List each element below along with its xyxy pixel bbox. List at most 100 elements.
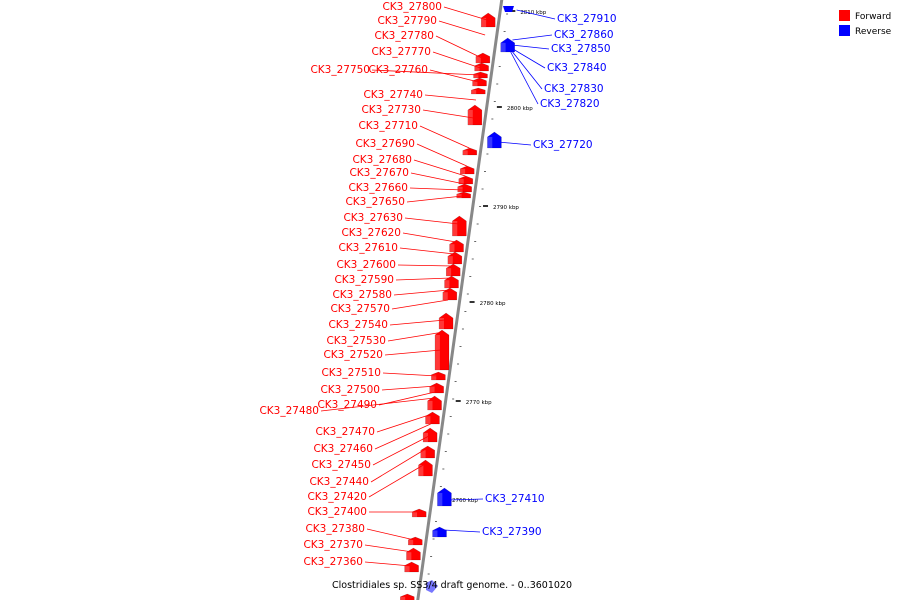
forward-gene-label[interactable]: CK3_27540 <box>328 319 388 331</box>
forward-gene-label[interactable]: CK3_27770 <box>371 46 431 58</box>
forward-gene-block[interactable] <box>462 147 478 156</box>
forward-gene-block[interactable] <box>404 561 419 573</box>
forward-gene-label[interactable]: CK3_27780 <box>374 30 434 42</box>
forward-leader-line <box>366 528 415 541</box>
forward-gene-label[interactable]: CK3_27520 <box>323 349 383 361</box>
forward-leader-line <box>402 232 457 243</box>
forward-leader-line <box>372 435 430 466</box>
forward-gene-block[interactable] <box>431 371 446 381</box>
forward-gene-block[interactable] <box>434 329 450 371</box>
reverse-leader-line <box>512 34 553 41</box>
forward-gene-label[interactable]: CK3_27670 <box>349 167 409 179</box>
forward-gene-label[interactable]: CK3_27470 <box>315 426 375 438</box>
forward-gene-block[interactable] <box>459 165 475 175</box>
forward-gene-block[interactable] <box>447 251 463 265</box>
forward-leader-line <box>371 69 480 76</box>
forward-gene-label[interactable]: CK3_27600 <box>336 259 396 271</box>
forward-gene-block[interactable] <box>406 547 421 561</box>
forward-leader-line <box>397 264 453 267</box>
forward-leader-line <box>399 247 455 255</box>
forward-gene-block[interactable] <box>445 263 461 277</box>
reverse-gene-block[interactable] <box>500 37 515 53</box>
forward-gene-label[interactable]: CK3_27490 <box>317 399 377 411</box>
forward-leader-line <box>393 289 450 296</box>
forward-gene-label[interactable]: CK3_27660 <box>348 182 408 194</box>
legend-swatch <box>839 25 850 36</box>
forward-leader-line <box>376 413 433 433</box>
gene-highlight <box>404 565 410 572</box>
reverse-gene-label[interactable]: CK3_27410 <box>485 493 545 505</box>
forward-leader-line <box>391 299 449 310</box>
forward-gene-label[interactable]: CK3_27740 <box>363 89 423 101</box>
forward-gene-label[interactable]: CK3_27750 <box>310 64 370 76</box>
forward-gene-label[interactable]: CK3_27400 <box>307 506 367 518</box>
reverse-gene-label[interactable]: CK3_27390 <box>482 526 542 538</box>
reverse-gene-label[interactable]: CK3_27830 <box>544 83 604 95</box>
forward-gene-block[interactable] <box>472 77 487 87</box>
reverse-gene-block[interactable] <box>437 487 452 507</box>
forward-gene-label[interactable]: CK3_27360 <box>303 556 363 568</box>
forward-gene-block[interactable] <box>418 459 433 477</box>
forward-gene-label[interactable]: CK3_27760 <box>368 64 428 76</box>
kbp-tick-label: 2760 kbp <box>452 498 478 504</box>
forward-gene-label[interactable]: CK3_27570 <box>330 303 390 315</box>
forward-gene-block[interactable] <box>474 62 489 72</box>
forward-gene-label[interactable]: CK3_27590 <box>334 274 394 286</box>
kbp-tick-label: 2770 kbp <box>466 400 492 406</box>
forward-gene-label[interactable]: CK3_27790 <box>377 15 437 27</box>
forward-gene-block[interactable] <box>444 275 459 289</box>
forward-leader-line <box>320 397 435 412</box>
forward-gene-label[interactable]: CK3_27510 <box>321 367 381 379</box>
forward-gene-label[interactable]: CK3_27710 <box>358 120 418 132</box>
forward-gene-label[interactable]: CK3_27630 <box>343 212 403 224</box>
forward-gene-label[interactable]: CK3_27680 <box>352 154 412 166</box>
forward-gene-block[interactable] <box>473 71 488 79</box>
forward-gene-label[interactable]: CK3_27380 <box>305 523 365 535</box>
forward-gene-label[interactable]: CK3_27620 <box>341 227 401 239</box>
forward-gene-label[interactable]: CK3_27610 <box>338 242 398 254</box>
forward-gene-label[interactable]: CK3_27420 <box>307 491 367 503</box>
forward-gene-block[interactable] <box>411 508 427 518</box>
forward-gene-label[interactable]: CK3_27580 <box>332 289 392 301</box>
forward-gene-label[interactable]: CK3_27800 <box>382 1 442 13</box>
forward-gene-label[interactable]: CK3_27460 <box>313 443 373 455</box>
gene-highlight <box>442 292 448 300</box>
gene-highlight <box>457 186 463 192</box>
forward-gene-label[interactable]: CK3_27370 <box>303 539 363 551</box>
reverse-gene-label[interactable]: CK3_27850 <box>551 43 611 55</box>
forward-gene-label[interactable]: CK3_27450 <box>311 459 371 471</box>
reverse-gene-block[interactable] <box>503 6 514 12</box>
forward-gene-label[interactable]: CK3_27690 <box>355 138 415 150</box>
forward-gene-block[interactable] <box>475 52 491 64</box>
forward-gene-block[interactable] <box>449 239 464 253</box>
forward-gene-block[interactable] <box>400 593 415 600</box>
forward-gene-block[interactable] <box>422 427 438 443</box>
reverse-gene-label[interactable]: CK3_27840 <box>547 62 607 74</box>
forward-gene-block[interactable] <box>452 215 467 237</box>
forward-gene-label[interactable]: CK3_27500 <box>320 384 380 396</box>
forward-gene-block[interactable] <box>427 395 442 411</box>
reverse-gene-block[interactable] <box>426 580 438 593</box>
reverse-gene-label[interactable]: CK3_27860 <box>554 29 614 41</box>
gene-highlight <box>471 90 477 94</box>
gene-highlight <box>431 374 437 380</box>
reverse-gene-block[interactable] <box>432 526 447 538</box>
forward-gene-label[interactable]: CK3_27440 <box>309 476 369 488</box>
forward-gene-label[interactable]: CK3_27480 <box>259 405 319 417</box>
gene-highlight <box>487 137 493 148</box>
forward-gene-label[interactable]: CK3_27730 <box>361 104 421 116</box>
reverse-gene-label[interactable]: CK3_27720 <box>533 139 593 151</box>
forward-gene-block[interactable] <box>429 382 444 394</box>
gene-highlight <box>474 65 480 71</box>
forward-gene-block[interactable] <box>420 445 435 459</box>
reverse-gene-label[interactable]: CK3_27820 <box>540 98 600 110</box>
forward-gene-block[interactable] <box>442 287 458 301</box>
reverse-gene-label[interactable]: CK3_27910 <box>557 13 617 25</box>
forward-gene-label[interactable]: CK3_27530 <box>326 335 386 347</box>
forward-gene-block[interactable] <box>467 104 483 126</box>
forward-gene-block[interactable] <box>480 12 496 28</box>
forward-gene-label[interactable]: CK3_27650 <box>345 196 405 208</box>
forward-gene-block[interactable] <box>471 87 486 95</box>
forward-gene-block[interactable] <box>438 312 454 330</box>
forward-leader-line <box>368 463 426 498</box>
